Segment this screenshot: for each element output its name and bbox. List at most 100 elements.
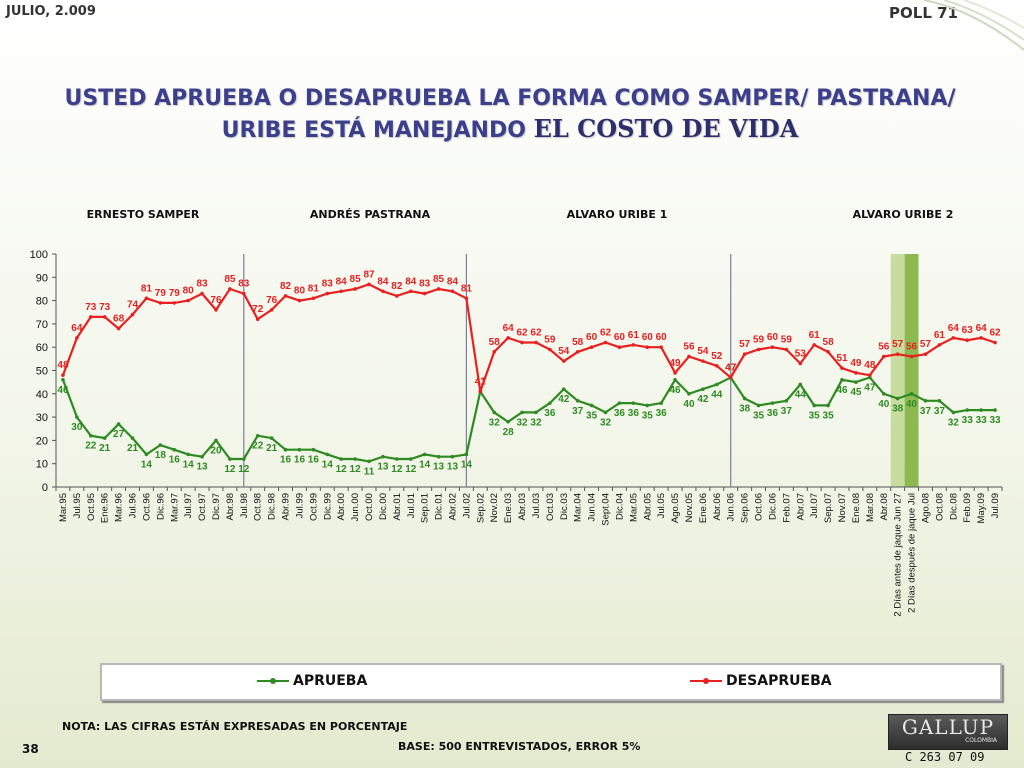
x-tick-label: Ene.03 [503,493,514,523]
disapprove-data-label: 84 [377,276,389,287]
approve-data-label: 47 [864,382,876,393]
disapprove-point [742,352,747,356]
disapprove-point [492,350,497,354]
approve-data-label: 14 [183,459,195,470]
period-label: ANDRÉS PASTRANA [310,208,431,221]
disapprove-point [701,359,705,363]
approve-data-label: 45 [850,387,862,398]
approve-point [75,415,79,419]
disapprove-data-label: 58 [572,337,584,348]
x-tick-label: Sep.02 [475,493,486,523]
approve-point [826,403,830,408]
disapprove-point [756,347,761,352]
disapprove-data-label: 60 [656,332,668,343]
disapprove-data-label: 54 [697,346,709,357]
disapprove-data-label: 81 [308,283,320,294]
approve-data-label: 21 [99,443,111,454]
approve-point [784,398,789,403]
approve-point [701,387,705,391]
disapprove-point [881,354,886,359]
x-tick-label: Dic.06 [767,493,778,520]
title-line-2: URIBE ESTÁ MANEJANDO EL COSTO DE VIDA [60,114,960,146]
approve-data-label: 32 [489,417,501,428]
period-label: ERNESTO SAMPER [87,208,200,221]
approve-data-label: 46 [57,385,69,396]
approve-data-label: 40 [683,399,695,410]
approve-data-label: 46 [670,385,682,396]
disapprove-data-label: 79 [169,288,181,299]
approve-point [325,452,330,457]
approve-point [395,457,399,461]
disapprove-data-label: 57 [920,339,932,350]
y-tick-label: 60 [36,342,48,354]
approve-data-label: 22 [85,441,97,452]
approve-point [659,401,663,405]
approve-data-label: 33 [962,415,974,426]
x-tick-label: Sep.01 [420,493,431,523]
disapprove-point [255,317,260,322]
disapprove-data-label: 61 [934,330,946,341]
title-line-2-prefix: URIBE ESTÁ MANEJANDO [221,118,534,143]
disapprove-point [715,364,719,368]
approve-point [575,398,580,403]
disapprove-data-label: 83 [197,279,209,290]
page-number: 38 [22,742,39,756]
approve-data-label: 13 [197,462,209,473]
disapprove-data-label: 72 [252,304,264,315]
y-tick-label: 40 [36,389,48,401]
approve-point [116,422,121,426]
disapprove-point [228,287,232,291]
approve-point [158,443,163,447]
disapprove-data-label: 47 [725,362,737,373]
disapprove-data-label: 57 [892,339,904,350]
disapprove-point [283,294,288,298]
approve-data-label: 16 [294,455,306,466]
disapprove-data-label: 58 [489,337,501,348]
disapprove-point [339,289,343,294]
disapprove-point [158,301,163,305]
x-tick-label: Nov.02 [489,493,500,522]
disapprove-point [937,343,942,347]
title-line-1: USTED APRUEBA O DESAPRUEBA LA FORMA COMO… [64,86,956,111]
x-tick-label: Ene.06 [698,493,709,523]
disapprove-data-label: 41 [475,376,487,387]
disapprove-point [951,336,956,340]
disapprove-point [548,347,552,352]
x-tick-label: Dic.96 [155,493,166,520]
approve-data-label: 46 [836,385,848,396]
logo-subtext: COLOMBIA [965,737,997,744]
approve-point [297,447,302,452]
x-tick-label: Jul.99 [294,493,305,518]
disapprove-point [854,371,858,375]
disapprove-data-label: 87 [363,269,375,280]
approve-point [88,433,93,438]
x-tick-label: Jul.01 [406,493,417,518]
x-tick-label: Jul.96 [128,493,139,518]
disapprove-data-label: 73 [99,302,111,313]
disapprove-data-label: 61 [628,330,640,341]
disapprove-data-label: 54 [558,346,570,357]
disapprove-point [770,345,775,350]
approve-point [130,436,135,440]
disapprove-data-label: 59 [781,335,793,346]
disapprove-point [979,336,983,340]
approve-data-label: 12 [224,464,236,475]
approve-data-label: 13 [433,462,445,473]
approve-data-label: 12 [350,464,362,475]
logo-text: GALLUP [901,715,995,739]
disapprove-data-label: 82 [391,281,403,292]
approve-point [311,447,316,452]
footnote: NOTA: LAS CIFRAS ESTÁN EXPRESADAS EN POR… [62,720,408,733]
approve-point [506,419,510,424]
approve-point [770,401,775,405]
x-tick-label: Abr.06 [712,493,723,520]
x-tick-label: Nov.05 [684,493,695,522]
disapprove-data-label: 49 [850,358,862,369]
approve-point [756,403,761,408]
disapprove-point [506,336,510,340]
disapprove-point [784,347,789,352]
approve-point [436,454,441,459]
poll-number: POLL 71 [889,4,958,22]
approve-data-label: 27 [113,429,125,440]
approve-point [965,408,970,412]
